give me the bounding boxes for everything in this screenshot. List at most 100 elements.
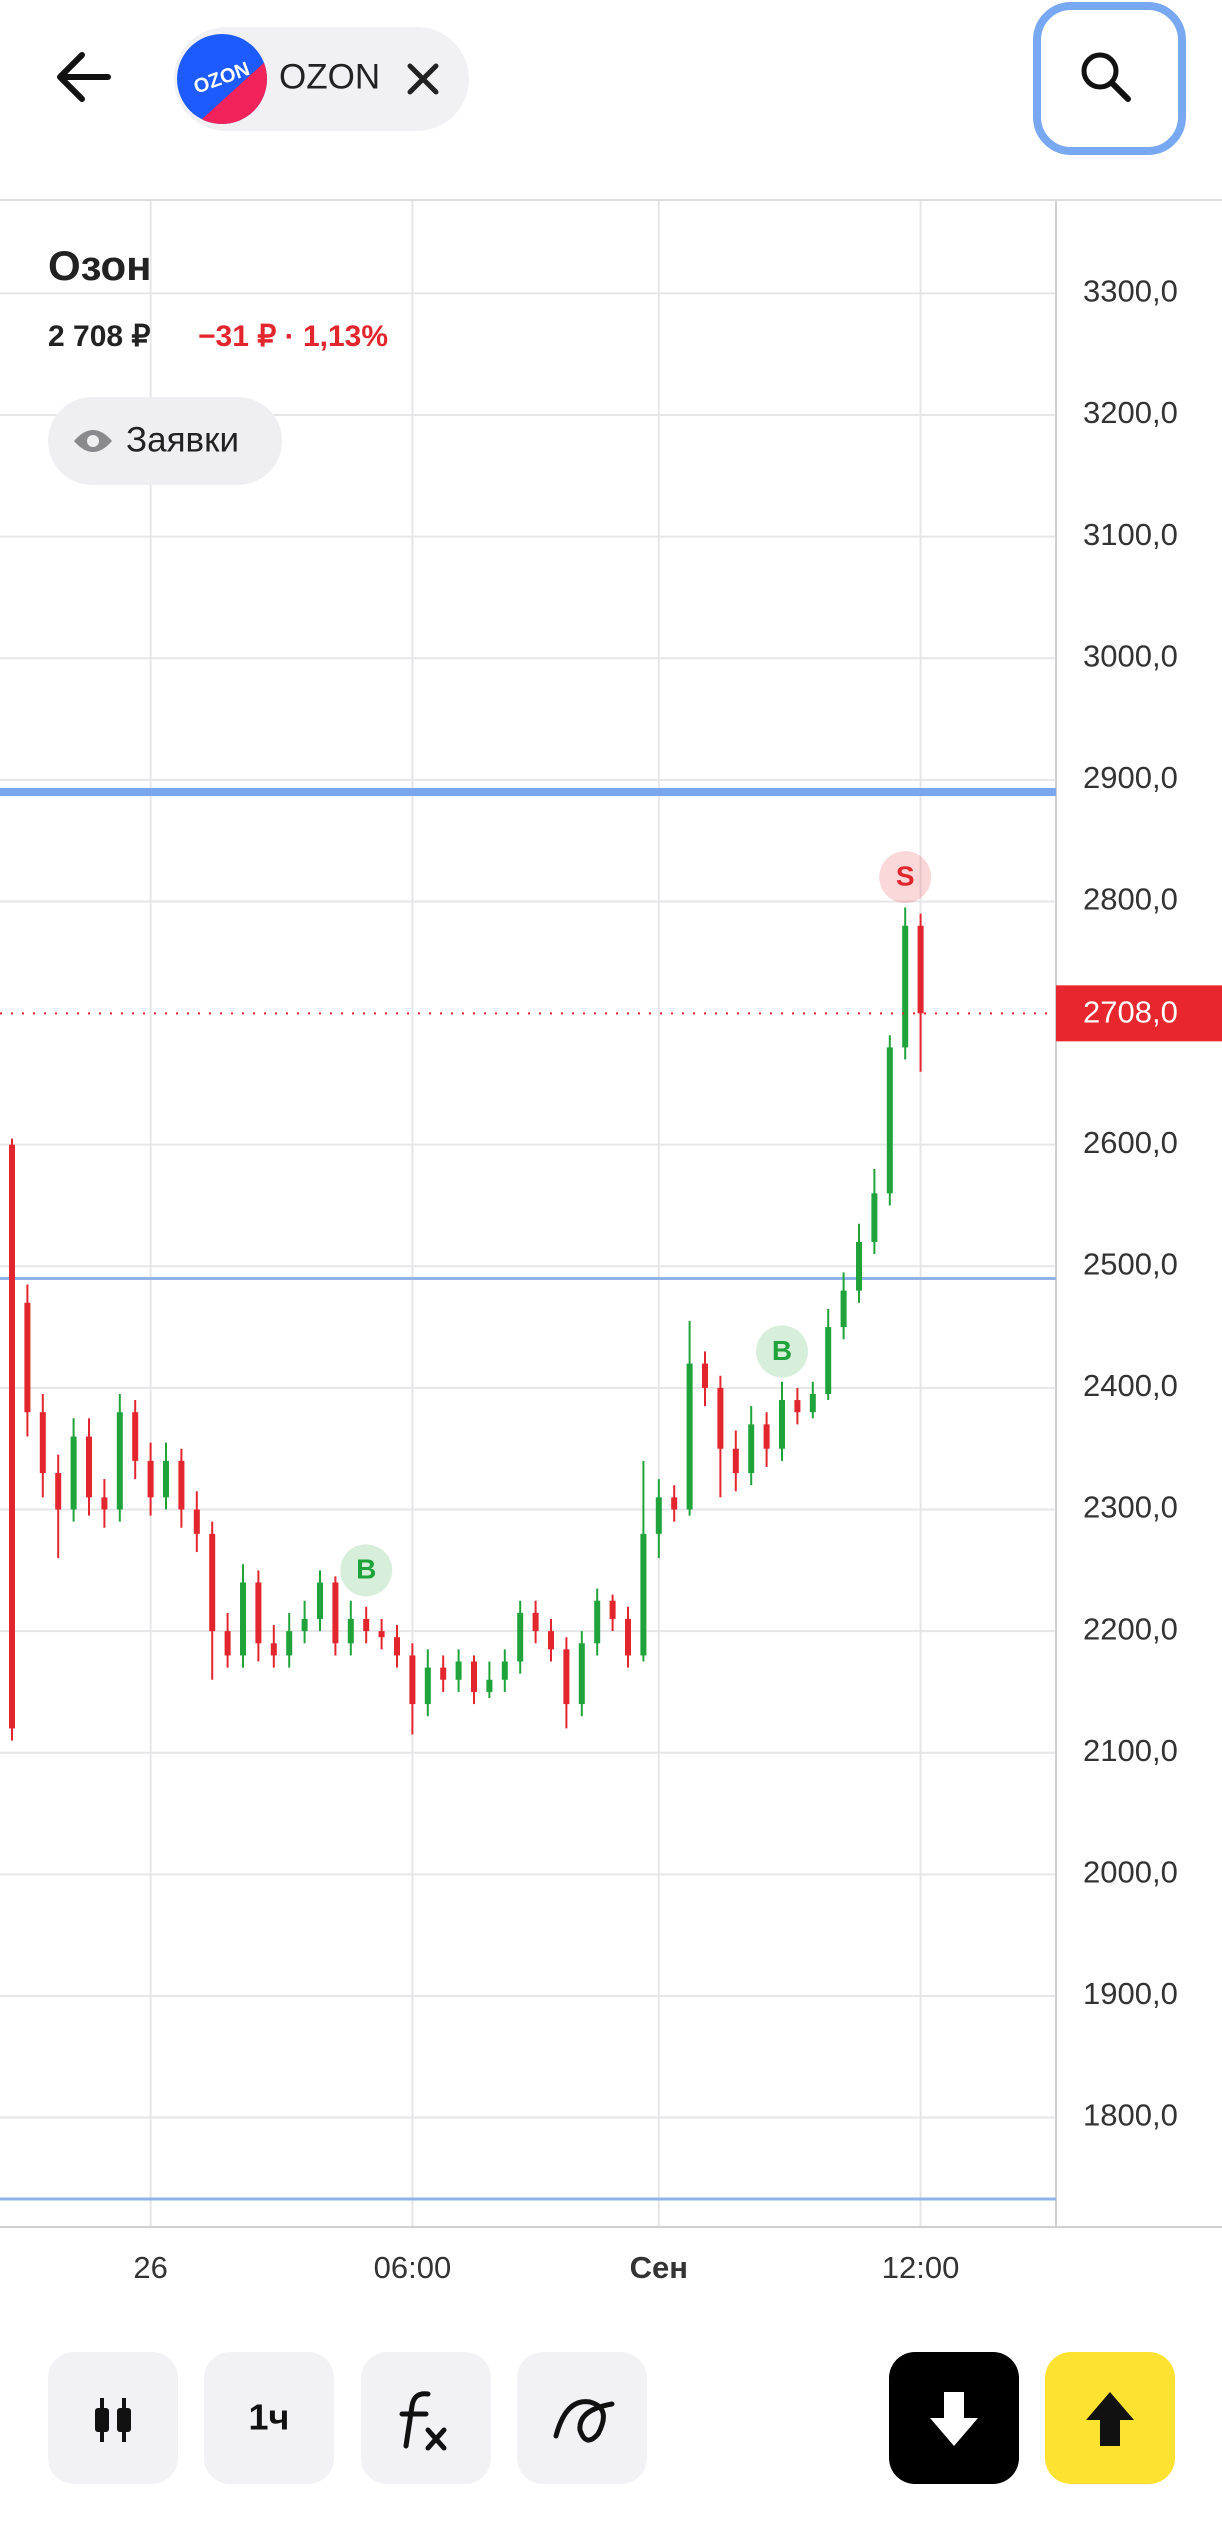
up-arrow [1086, 2392, 1134, 2446]
ticker-chip[interactable]: OZON OZON [174, 27, 469, 131]
candle-body [856, 1241, 862, 1291]
last-price-label: 2708,0 [1083, 995, 1178, 1030]
candle-body [209, 1533, 216, 1632]
search-icon [1081, 52, 1119, 90]
candle-body [886, 1047, 893, 1194]
candle-body [686, 1363, 693, 1510]
close-icon[interactable] [407, 63, 439, 95]
indicators-button[interactable] [361, 2352, 491, 2484]
y-tick-label: 2600,0 [1083, 1125, 1178, 1160]
y-tick-label: 2800,0 [1083, 882, 1178, 917]
candle-body [132, 1412, 139, 1461]
candle-body [255, 1582, 262, 1644]
back-icon [57, 52, 111, 102]
x-tick-label: 06:00 [374, 2250, 452, 2285]
candle-body [902, 925, 909, 1048]
sell-button[interactable] [889, 2352, 1019, 2484]
y-tick-label: 3000,0 [1083, 638, 1178, 673]
eye-pupil [87, 435, 99, 447]
y-tick-label: 1800,0 [1083, 2098, 1178, 2133]
candle-body [55, 1473, 62, 1510]
candle-body [363, 1618, 370, 1632]
candle-body [825, 1327, 832, 1394]
back-button[interactable] [57, 52, 111, 102]
y-tick-label: 2400,0 [1083, 1368, 1178, 1403]
drawing-icon [553, 2399, 615, 2443]
interval-button[interactable]: 1ч [204, 2352, 334, 2484]
x-tick-label: Сен [630, 2250, 688, 2285]
drawing-button[interactable] [517, 2352, 647, 2484]
search-bg [1033, 2, 1186, 155]
button-bg [361, 2352, 491, 2484]
candle-body [378, 1631, 385, 1638]
candle-body [609, 1600, 616, 1619]
y-tick-label: 2100,0 [1083, 1733, 1178, 1768]
candle-body [440, 1667, 447, 1680]
trade-marker-label: B [356, 1554, 376, 1585]
x-tick-label: 12:00 [882, 2250, 960, 2285]
candle-body [409, 1655, 416, 1705]
search-icon-handle [1109, 80, 1131, 102]
ozon-logo: OZON [177, 34, 267, 124]
candle-body [748, 1424, 755, 1474]
candle-body [809, 1393, 816, 1413]
candles-icon [95, 2408, 109, 2432]
down-arrow [930, 2392, 978, 2446]
candle-body [347, 1618, 354, 1644]
candle-body [9, 1144, 15, 1729]
trade-marker [879, 851, 932, 904]
candle-body [147, 1460, 154, 1498]
candle-body [163, 1460, 169, 1498]
chart: B B S [0, 201, 1222, 2228]
candle-body [86, 1436, 92, 1498]
candle-body [840, 1290, 847, 1328]
candle-body [532, 1612, 539, 1632]
candle-body [116, 1412, 123, 1510]
y-tick-label: 2900,0 [1083, 760, 1178, 795]
candle-body [917, 925, 924, 1014]
candle-body [193, 1509, 200, 1534]
interval-label: 1ч [249, 2397, 290, 2438]
candle-body [455, 1661, 462, 1680]
candle-body [301, 1618, 308, 1632]
chart-type-button[interactable] [48, 2352, 178, 2484]
toolbar: 1ч [48, 2352, 1175, 2484]
candle-body [625, 1618, 631, 1656]
y-tick-label: 3200,0 [1083, 395, 1178, 430]
candle-body [24, 1302, 31, 1413]
candle-body [471, 1661, 477, 1692]
price-change: −31 ₽ · 1,13% [198, 320, 388, 353]
button-bg [204, 2352, 334, 2484]
candle-body [317, 1582, 323, 1619]
candle-body [39, 1412, 46, 1474]
candle-body [332, 1582, 339, 1644]
search-button[interactable] [1033, 2, 1186, 155]
candle-body [486, 1679, 493, 1692]
price: 2 708 ₽ [48, 320, 151, 353]
candle-body [671, 1497, 678, 1510]
y-tick-label: 3300,0 [1083, 274, 1178, 309]
candle-body [578, 1643, 585, 1705]
y-tick-label: 3100,0 [1083, 517, 1178, 552]
candle-body [763, 1424, 770, 1449]
last-price-box [1056, 985, 1222, 1042]
candle-body [563, 1649, 570, 1705]
y-tick-label: 2000,0 [1083, 1855, 1178, 1890]
candle-body [640, 1533, 647, 1656]
candle-body [501, 1661, 508, 1680]
orders-button[interactable]: Заявки [48, 397, 282, 485]
y-tick-label: 2300,0 [1083, 1490, 1178, 1525]
x-tick-label: 26 [133, 2250, 167, 2285]
candle-body [655, 1497, 662, 1534]
orders-bg [48, 397, 282, 485]
candle-body [70, 1436, 77, 1510]
buy-button[interactable] [1045, 2352, 1175, 2484]
y-tick-label: 2200,0 [1083, 1611, 1178, 1646]
candle-body [224, 1631, 231, 1656]
candle-body [732, 1448, 739, 1474]
candle-body [286, 1631, 293, 1656]
candle-body [178, 1460, 185, 1510]
candle-body [394, 1637, 400, 1656]
